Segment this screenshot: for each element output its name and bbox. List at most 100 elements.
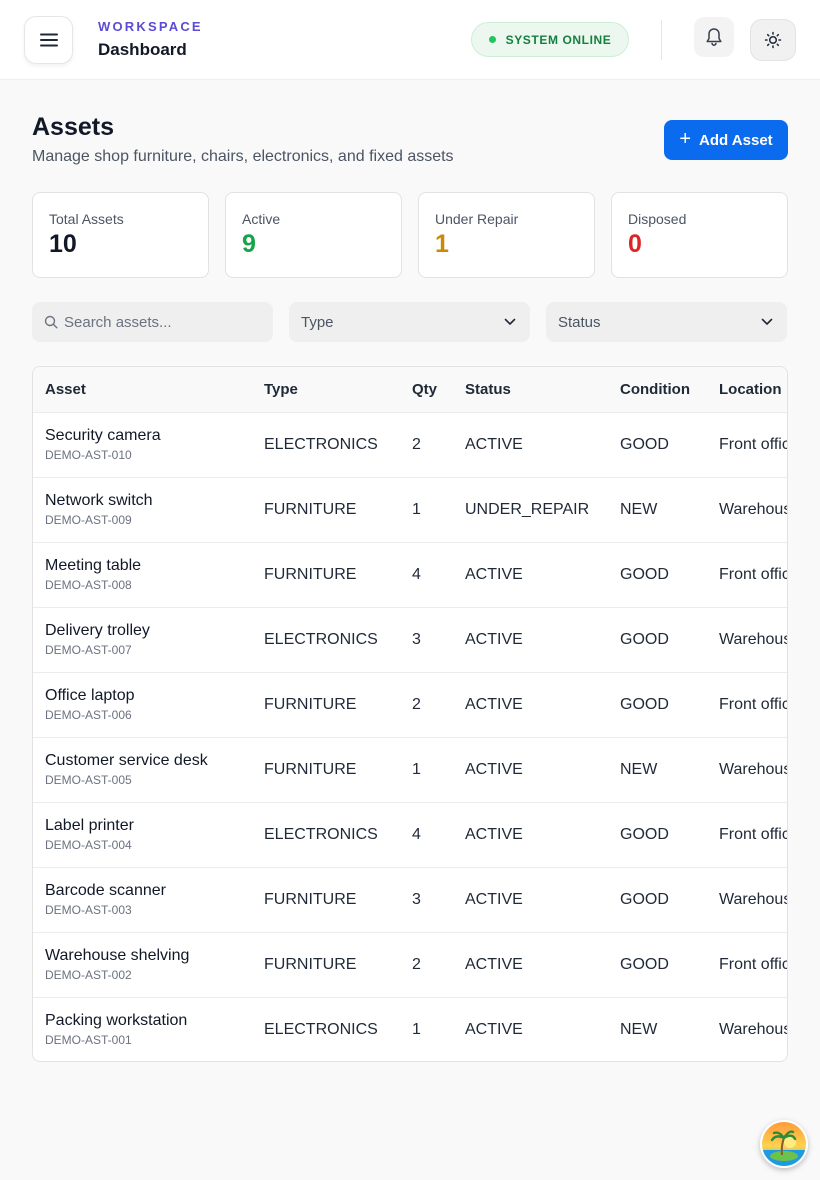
column-header-status[interactable]: Status bbox=[465, 380, 511, 398]
cell-type: FURNITURE bbox=[264, 500, 357, 518]
asset-code: DEMO-AST-002 bbox=[45, 968, 132, 982]
asset-name[interactable]: Barcode scanner bbox=[45, 882, 166, 899]
table-row[interactable]: Label printer DEMO-AST-004 ELECTRONICS 4 ACT… bbox=[33, 802, 787, 867]
cell-location: Warehouse bbox=[719, 760, 787, 778]
cell-asset: Meeting table DEMO-AST-008 bbox=[33, 542, 252, 607]
asset-name[interactable]: Warehouse shelving bbox=[45, 947, 190, 964]
cell-location: Warehouse bbox=[719, 1020, 787, 1038]
cell-qty: 1 bbox=[412, 500, 421, 518]
cell-location: Front office bbox=[719, 565, 787, 583]
table-row[interactable]: Office laptop DEMO-AST-006 FURNITURE 2 ACTIV… bbox=[33, 672, 787, 737]
cell-type: FURNITURE bbox=[264, 890, 357, 908]
cell-type: ELECTRONICS bbox=[264, 825, 378, 843]
cell-status: ACTIVE bbox=[465, 435, 523, 453]
status-select[interactable]: Status bbox=[546, 302, 787, 342]
cell-location: Warehouse bbox=[719, 890, 787, 908]
cell-asset: Warehouse shelving DEMO-AST-002 bbox=[33, 932, 252, 997]
bell-icon bbox=[706, 28, 722, 46]
cell-status: ACTIVE bbox=[465, 630, 523, 648]
cell-qty: 4 bbox=[412, 565, 421, 583]
cell-status: ACTIVE bbox=[465, 760, 523, 778]
asset-name[interactable]: Packing workstation bbox=[45, 1012, 188, 1030]
stat-label: Disposed bbox=[628, 211, 687, 227]
cell-condition: GOOD bbox=[620, 890, 669, 908]
stats-row: Total Assets 10 Active 9 Under Repair 1 … bbox=[32, 192, 788, 278]
asset-code: DEMO-AST-010 bbox=[45, 448, 132, 462]
table-row[interactable]: Customer service desk DEMO-AST-005 FURNITU… bbox=[33, 737, 787, 802]
table-row[interactable]: Delivery trolley DEMO-AST-007 ELECTRONICS 3… bbox=[33, 607, 787, 672]
asset-name[interactable]: Meeting table bbox=[45, 557, 142, 574]
stat-card-under-repair: Under Repair 1 bbox=[418, 192, 595, 278]
notifications-button[interactable] bbox=[694, 17, 734, 57]
cell-condition: GOOD bbox=[620, 695, 669, 713]
cell-status: ACTIVE bbox=[465, 825, 523, 843]
cell-condition: GOOD bbox=[620, 630, 669, 648]
page-header: Assets Manage shop furniture, chairs, el… bbox=[32, 113, 454, 166]
table-row[interactable]: Warehouse shelving DEMO-AST-002 FURNITURE 2… bbox=[33, 932, 787, 997]
cell-type: FURNITURE bbox=[264, 695, 357, 713]
table-row[interactable]: Packing workstation DEMO-AST-001 ELECTRONI… bbox=[33, 997, 787, 1061]
chevron-down-icon bbox=[504, 318, 516, 325]
column-header-condition[interactable]: Condition bbox=[620, 380, 690, 398]
table-row[interactable]: Meeting table DEMO-AST-008 FURNITURE 4 ACTIV… bbox=[33, 542, 787, 607]
table-row[interactable]: Barcode scanner DEMO-AST-003 FURNITURE 3 ACT… bbox=[33, 867, 787, 932]
column-header-asset[interactable]: Asset bbox=[45, 380, 86, 398]
asset-code: DEMO-AST-009 bbox=[45, 513, 132, 527]
system-status-badge: SYSTEM ONLINE bbox=[471, 22, 629, 57]
asset-code: DEMO-AST-003 bbox=[45, 903, 132, 917]
asset-name[interactable]: Delivery trolley bbox=[45, 622, 150, 639]
column-header-qty[interactable]: Qty bbox=[412, 380, 438, 398]
workspace-label: WORKSPACE bbox=[98, 19, 203, 34]
cell-location: Front office bbox=[719, 695, 787, 713]
cell-condition: NEW bbox=[620, 500, 658, 518]
search-icon bbox=[44, 315, 58, 329]
menu-button[interactable] bbox=[24, 16, 73, 64]
table-row[interactable]: Network switch DEMO-AST-009 FURNITURE 1 UNDE… bbox=[33, 477, 787, 542]
cell-condition: NEW bbox=[620, 760, 658, 778]
asset-name[interactable]: Network switch bbox=[45, 492, 153, 509]
cell-condition: GOOD bbox=[620, 565, 669, 583]
table-row[interactable]: Security camera DEMO-AST-010 ELECTRONICS 2 A… bbox=[33, 412, 787, 477]
cell-asset: Office laptop DEMO-AST-006 bbox=[33, 672, 252, 737]
asset-name[interactable]: Office laptop bbox=[45, 687, 135, 704]
cell-qty: 1 bbox=[412, 760, 421, 778]
column-header-location[interactable]: Location bbox=[719, 380, 782, 398]
stat-label: Under Repair bbox=[435, 211, 519, 227]
cell-location: Front office bbox=[719, 955, 787, 973]
stat-label: Active bbox=[242, 211, 281, 227]
theme-toggle-button[interactable] bbox=[750, 19, 796, 61]
type-select[interactable]: Type bbox=[289, 302, 530, 342]
asset-code: DEMO-AST-006 bbox=[45, 708, 132, 722]
add-asset-button[interactable]: + Add Asset bbox=[664, 120, 788, 160]
cell-status: ACTIVE bbox=[465, 955, 523, 973]
cell-asset: Delivery trolley DEMO-AST-007 bbox=[33, 607, 252, 672]
app-title: Dashboard bbox=[98, 40, 187, 59]
stat-card-disposed: Disposed 0 bbox=[611, 192, 788, 278]
asset-name[interactable]: Customer service desk bbox=[45, 752, 208, 769]
cell-status: ACTIVE bbox=[465, 1020, 523, 1038]
hamburger-menu-icon bbox=[39, 33, 58, 47]
cell-asset: Barcode scanner DEMO-AST-003 bbox=[33, 867, 252, 932]
column-header-type[interactable]: Type bbox=[264, 380, 298, 398]
asset-name[interactable]: Label printer bbox=[45, 817, 134, 834]
cell-asset: Packing workstation DEMO-AST-001 bbox=[33, 997, 252, 1061]
cell-type: FURNITURE bbox=[264, 955, 357, 973]
assets-table-container[interactable]: Asset Type Qty Status Condition Location… bbox=[32, 366, 788, 1062]
asset-code: DEMO-AST-005 bbox=[45, 773, 132, 787]
cell-asset: Label printer DEMO-AST-004 bbox=[33, 802, 252, 867]
stat-value: 0 bbox=[628, 230, 642, 258]
cell-condition: GOOD bbox=[620, 825, 669, 843]
asset-code: DEMO-AST-007 bbox=[45, 643, 132, 657]
table-body: Security camera DEMO-AST-010 ELECTRONICS 2 A… bbox=[33, 412, 787, 1061]
cell-qty: 3 bbox=[412, 890, 421, 908]
cell-qty: 2 bbox=[412, 955, 421, 973]
cell-type: ELECTRONICS bbox=[264, 435, 378, 453]
cell-type: ELECTRONICS bbox=[264, 630, 378, 648]
status-text: SYSTEM ONLINE bbox=[505, 32, 612, 47]
user-avatar[interactable] bbox=[760, 1120, 808, 1168]
status-select-label: Status bbox=[558, 313, 601, 331]
asset-name[interactable]: Security camera bbox=[45, 427, 161, 444]
cell-qty: 2 bbox=[412, 695, 421, 713]
cell-status: ACTIVE bbox=[465, 695, 523, 713]
search-input[interactable] bbox=[64, 313, 254, 331]
